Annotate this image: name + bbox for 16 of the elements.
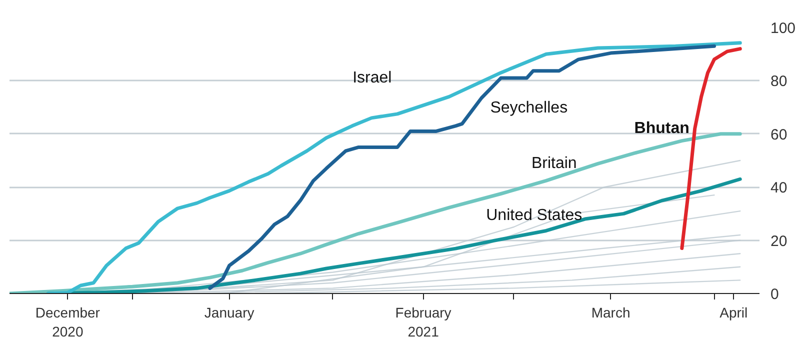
y-tick-label: 60: [770, 126, 788, 144]
x-tick-label: March: [591, 304, 630, 320]
series-label: United States: [486, 207, 582, 224]
x-tick-label: January: [204, 304, 254, 320]
series-label: Israel: [352, 69, 392, 86]
x-tick-label: April: [720, 304, 748, 320]
y-tick-label: 40: [770, 180, 788, 197]
series-label: Britain: [531, 155, 577, 172]
y-tick-label: 20: [770, 232, 788, 250]
y-tick-label: 0: [770, 286, 779, 303]
series-label: Seychelles: [490, 100, 568, 117]
y-tick-label: 100: [770, 20, 796, 37]
x-tick-label: February 2021: [395, 304, 452, 340]
y-tick-label: 80: [770, 73, 788, 90]
x-tick-label: December 2020: [35, 304, 100, 340]
series-label: Bhutan: [634, 120, 690, 138]
